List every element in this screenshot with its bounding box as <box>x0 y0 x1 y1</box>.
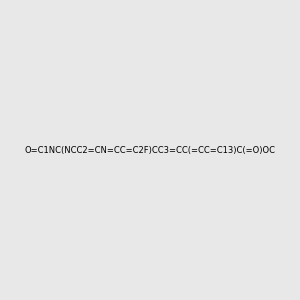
Text: O=C1NC(NCC2=CN=CC=C2F)CC3=CC(=CC=C13)C(=O)OC: O=C1NC(NCC2=CN=CC=C2F)CC3=CC(=CC=C13)C(=… <box>25 146 275 154</box>
